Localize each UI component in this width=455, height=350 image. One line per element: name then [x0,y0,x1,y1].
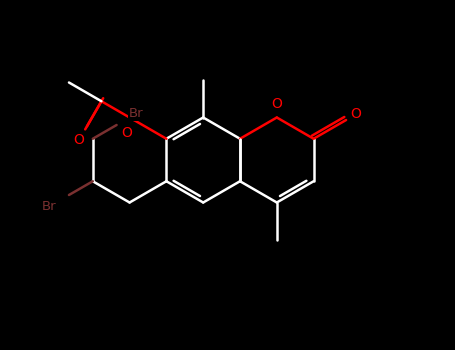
Text: O: O [350,107,361,121]
Text: O: O [271,97,282,111]
Text: Br: Br [129,107,143,120]
Text: Br: Br [42,200,57,213]
Text: O: O [74,133,84,147]
Text: O: O [121,126,132,140]
